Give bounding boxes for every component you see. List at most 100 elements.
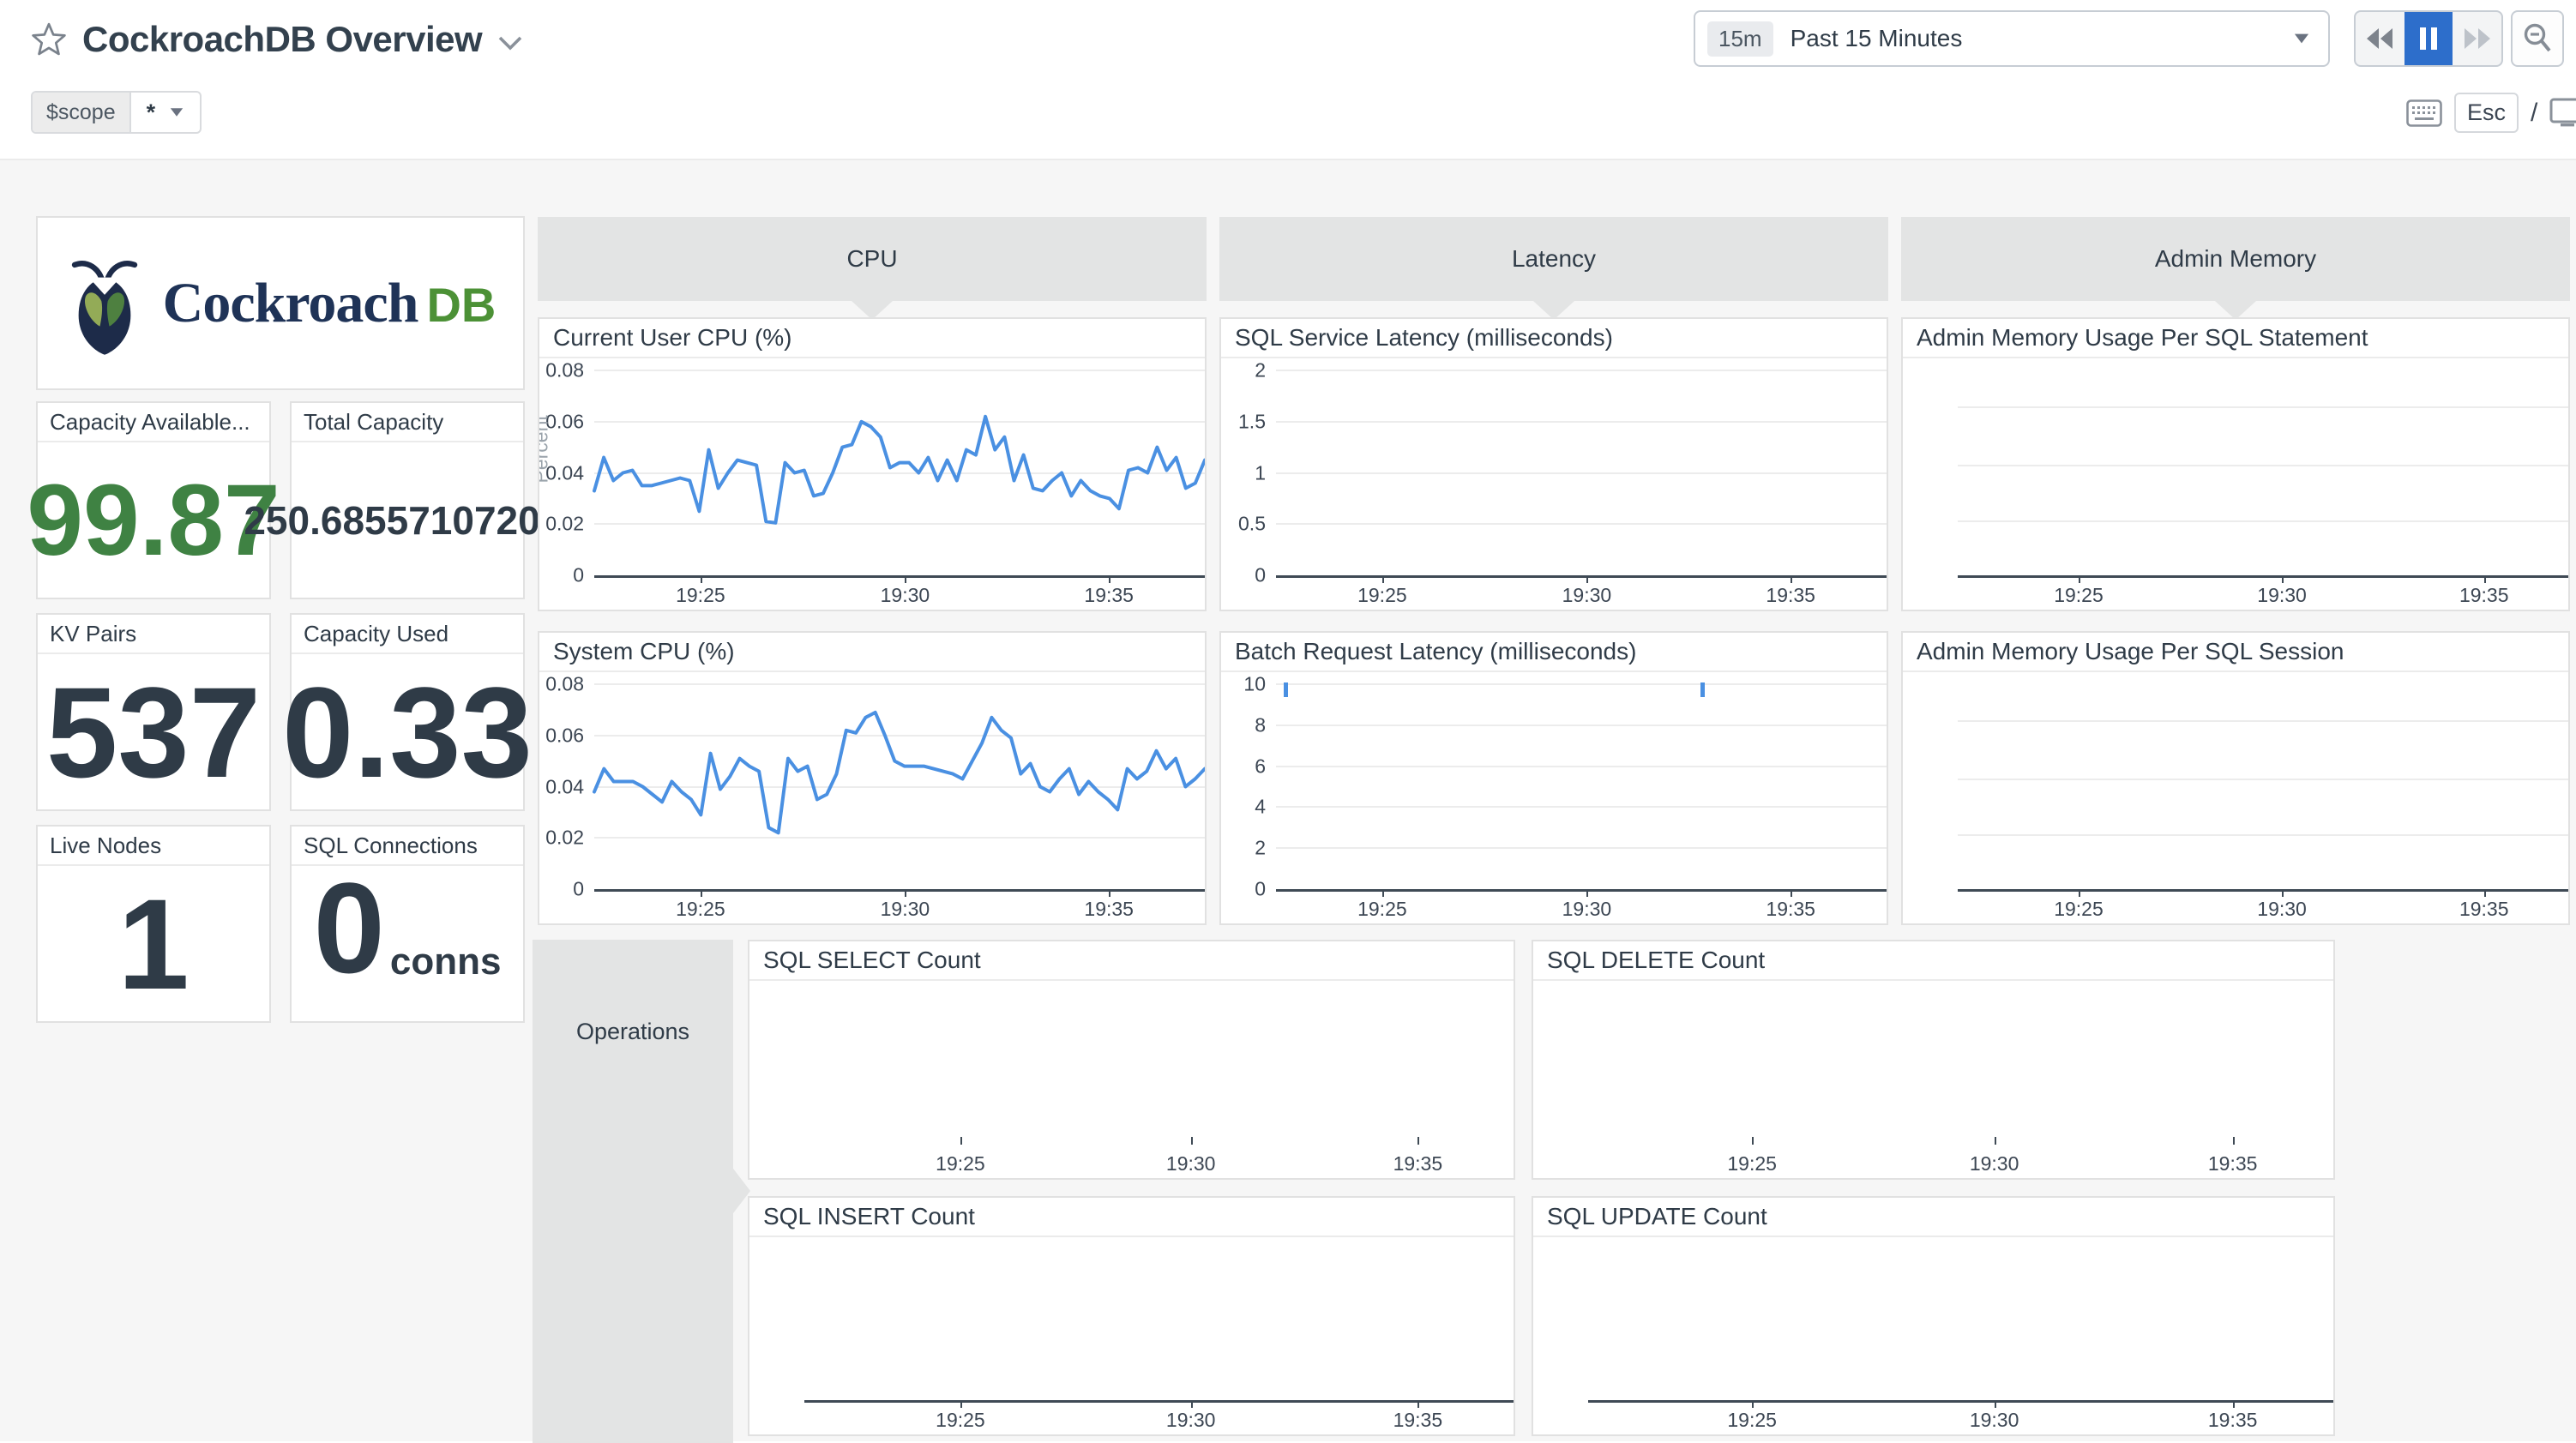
chart-current-user-cpu[interactable]: Current User CPU (%) 0.08 0.06 0.04 0.02 0 19:… bbox=[538, 317, 1207, 611]
slash-shortcut-label: / bbox=[2531, 98, 2538, 127]
stat-value: 1 bbox=[117, 871, 190, 1016]
chart-title: SQL INSERT Count bbox=[749, 1198, 1514, 1237]
stat-widget-total-capacity[interactable]: Total Capacity 250.6855710720 GB bbox=[244, 401, 571, 599]
x-tick-label: 19:25 bbox=[676, 898, 725, 920]
gridline bbox=[1276, 472, 1887, 474]
template-variable-value[interactable]: * bbox=[131, 93, 201, 132]
page-title[interactable]: CockroachDB Overview bbox=[82, 19, 483, 59]
gridline bbox=[1958, 406, 2568, 409]
caret-down-icon bbox=[170, 108, 184, 117]
y-tick-label: 0.06 bbox=[545, 410, 584, 433]
y-tick-label: 0.06 bbox=[545, 724, 584, 747]
gridline bbox=[1958, 833, 2568, 836]
esc-key-button[interactable]: Esc bbox=[2454, 93, 2519, 133]
x-axis-line bbox=[1276, 575, 1887, 578]
chart-batch-request-latency[interactable]: Batch Request Latency (milliseconds) 10 8 6… bbox=[1219, 631, 1888, 925]
x-tick-label: 19:30 bbox=[2257, 898, 2307, 920]
chart-sql-service-latency[interactable]: SQL Service Latency (milliseconds) 2 1.5 1 0… bbox=[1219, 317, 1888, 611]
x-tick-label: 19:30 bbox=[1562, 898, 1612, 920]
gridline bbox=[594, 523, 1205, 526]
gridline bbox=[594, 472, 1205, 474]
group-header-latency[interactable]: Latency bbox=[1219, 217, 1888, 301]
rewind-button[interactable] bbox=[2356, 12, 2404, 65]
stat-widget-kv-pairs[interactable]: KV Pairs 537 bbox=[36, 613, 271, 811]
stat-widget-sql-connections[interactable]: SQL Connections 0 conns bbox=[290, 825, 525, 1023]
time-range-selector[interactable]: 15m Past 15 Minutes bbox=[1694, 10, 2330, 67]
y-tick-label: 0.02 bbox=[545, 826, 584, 849]
x-axis-tick bbox=[905, 889, 907, 897]
forward-button[interactable] bbox=[2453, 12, 2501, 65]
chart-plot-area: 2 1.5 1 0.5 0 19:25 19:30 19:35 bbox=[1221, 358, 1887, 610]
x-axis-tick bbox=[2282, 575, 2284, 583]
x-axis-line bbox=[1276, 889, 1887, 892]
chart-plot-area: 19:25 19:30 19:35 bbox=[749, 981, 1514, 1178]
gridline bbox=[1276, 420, 1887, 423]
group-notch bbox=[1533, 301, 1574, 320]
timeline-playback-controls bbox=[2354, 10, 2503, 67]
chart-system-cpu[interactable]: System CPU (%) 0.08 0.06 0.04 0.02 0 19:25 19:3… bbox=[538, 631, 1207, 925]
group-notch bbox=[733, 1169, 750, 1213]
stat-value: 0.33 bbox=[282, 659, 533, 804]
x-tick-label: 19:30 bbox=[880, 584, 930, 606]
y-tick-label: 1 bbox=[1255, 461, 1266, 484]
favorite-star-icon[interactable] bbox=[31, 21, 67, 57]
y-tick-label: 6 bbox=[1255, 755, 1266, 778]
gridline bbox=[594, 420, 1205, 423]
chart-sql-select-count[interactable]: SQL SELECT Count 19:25 19:30 19:35 bbox=[748, 940, 1515, 1180]
chart-plot-area: 19:25 19:30 19:35 bbox=[1903, 672, 2568, 923]
y-tick-label: 0 bbox=[1255, 877, 1266, 900]
y-tick-label: 0.04 bbox=[545, 775, 584, 797]
x-tick-label: 19:35 bbox=[2207, 1152, 2258, 1175]
cockroachdb-logo-widget[interactable]: Cockroach DB bbox=[36, 216, 525, 390]
template-variable-selector[interactable]: $scope * bbox=[31, 91, 202, 134]
chart-sql-update-count[interactable]: SQL UPDATE Count 19:25 19:30 19:35 bbox=[1532, 1196, 2335, 1436]
chart-plot-area: 19:25 19:30 19:35 bbox=[1903, 358, 2568, 610]
chart-sql-delete-count[interactable]: SQL DELETE Count 19:25 19:30 19:35 bbox=[1532, 940, 2335, 1180]
x-axis-line bbox=[1958, 575, 2568, 578]
stat-value: 99.87 bbox=[27, 463, 280, 577]
x-axis-tick bbox=[1586, 575, 1589, 583]
data-marker bbox=[1700, 682, 1705, 697]
x-tick-label: 19:25 bbox=[1727, 1152, 1777, 1175]
x-tick-label: 19:25 bbox=[936, 1409, 985, 1431]
chart-sql-insert-count[interactable]: SQL INSERT Count 19:25 19:30 19:35 bbox=[748, 1196, 1515, 1436]
stat-title: SQL Connections bbox=[292, 827, 523, 866]
x-axis-tick bbox=[2483, 889, 2486, 897]
stat-unit: conns bbox=[389, 940, 502, 983]
x-tick-label: 19:30 bbox=[880, 898, 930, 920]
fullscreen-tv-icon[interactable] bbox=[2549, 97, 2576, 129]
keyboard-icon[interactable] bbox=[2406, 99, 2442, 127]
x-tick-label: 19:35 bbox=[1084, 584, 1134, 606]
x-tick-label: 19:30 bbox=[1969, 1409, 2019, 1431]
x-axis-line bbox=[594, 575, 1205, 578]
gridline bbox=[594, 785, 1205, 788]
x-axis-tick bbox=[700, 889, 702, 897]
group-header-operations[interactable]: Operations bbox=[533, 940, 733, 1443]
zoom-out-button[interactable] bbox=[2511, 10, 2564, 67]
gridline bbox=[1958, 464, 2568, 466]
gridline bbox=[1276, 523, 1887, 526]
stat-widget-live-nodes[interactable]: Live Nodes 1 bbox=[36, 825, 271, 1023]
group-header-cpu[interactable]: CPU bbox=[538, 217, 1207, 301]
chart-admin-memory-session[interactable]: Admin Memory Usage Per SQL Session 19:25 1… bbox=[1901, 631, 2570, 925]
x-axis-tick bbox=[1109, 889, 1111, 897]
group-header-admin-memory[interactable]: Admin Memory bbox=[1901, 217, 2570, 301]
chart-plot-area: 19:25 19:30 19:35 bbox=[749, 1237, 1514, 1434]
chart-plot-area: 0.08 0.06 0.04 0.02 0 19:25 19:30 19:35 bbox=[539, 672, 1205, 923]
chart-admin-memory-statement[interactable]: Admin Memory Usage Per SQL Statement 19:2… bbox=[1901, 317, 2570, 611]
gridline bbox=[594, 370, 1205, 371]
x-axis-tick bbox=[1190, 1137, 1193, 1145]
zoom-out-icon bbox=[2524, 23, 2551, 52]
group-label: Operations bbox=[575, 1019, 690, 1044]
y-tick-label: 0.02 bbox=[545, 512, 584, 535]
y-tick-label: 2 bbox=[1255, 358, 1266, 382]
gridline bbox=[1958, 720, 2568, 723]
line-series bbox=[593, 414, 1205, 525]
x-axis-tick bbox=[1586, 889, 1589, 897]
chevron-down-icon[interactable] bbox=[497, 35, 523, 51]
pause-button[interactable] bbox=[2404, 12, 2453, 65]
x-axis-tick bbox=[960, 1137, 962, 1145]
x-axis-tick bbox=[1752, 1400, 1754, 1408]
stat-widget-capacity-available[interactable]: Capacity Available... 99.87 bbox=[27, 401, 280, 599]
stat-widget-capacity-used[interactable]: Capacity Used 0.33 bbox=[282, 613, 533, 811]
